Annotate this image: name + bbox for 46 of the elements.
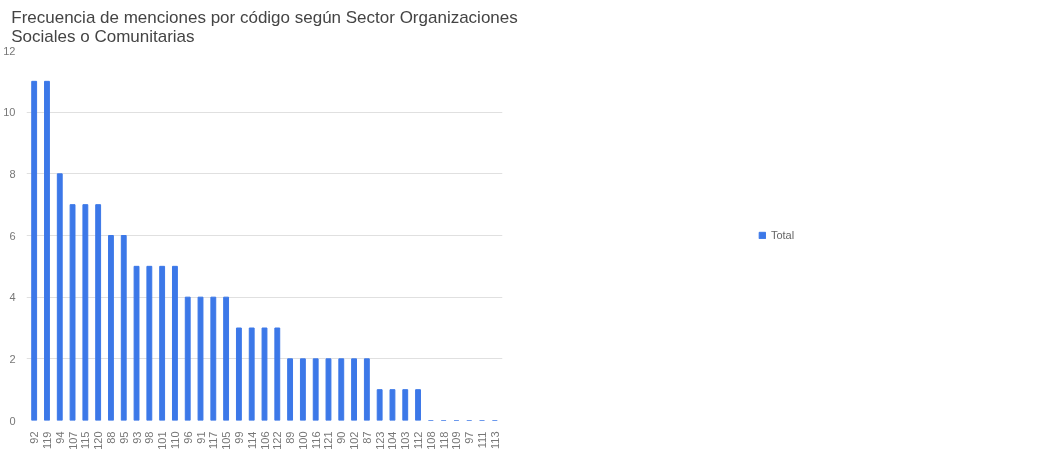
y-tick-label: 4 <box>9 291 16 304</box>
x-tick-label: 93 <box>130 431 143 444</box>
x-tick-label: 115 <box>79 431 92 450</box>
y-tick-label: 10 <box>3 106 16 119</box>
x-tick-label: 123 <box>373 431 386 450</box>
x-tick-label: 116 <box>309 431 322 450</box>
x-tick-label: 87 <box>360 431 373 444</box>
x-tick-label: 122 <box>271 431 284 450</box>
x-tick-label: 119 <box>40 431 53 450</box>
x-tick-label: 96 <box>181 431 194 444</box>
x-tick-label: 95 <box>117 431 130 444</box>
x-tick-label: 113 <box>488 431 501 450</box>
x-tick-label: 94 <box>53 431 66 444</box>
x-tick-label: 111 <box>476 431 489 449</box>
x-tick-label: 121 <box>322 431 335 450</box>
x-tick-label: 107 <box>66 431 79 450</box>
x-tick-label: 90 <box>335 431 348 444</box>
x-tick-label: 108 <box>424 431 437 450</box>
y-tick-label: 8 <box>9 167 16 180</box>
x-tick-label: 106 <box>258 431 271 450</box>
y-tick-label: 6 <box>9 229 16 242</box>
x-tick-label: 98 <box>143 431 156 444</box>
x-tick-label: 102 <box>348 431 361 450</box>
x-tick-label: 89 <box>284 431 297 444</box>
y-tick-label: 12 <box>3 44 16 57</box>
x-tick-label: 110 <box>168 431 181 450</box>
x-tick-label: 117 <box>207 431 220 450</box>
x-tick-label: 114 <box>245 431 258 450</box>
x-tick-label: 101 <box>156 431 169 450</box>
x-tick-label: 105 <box>220 431 233 450</box>
x-tick-label: 100 <box>296 431 309 450</box>
x-tick-label: 88 <box>104 431 117 444</box>
x-tick-label: 103 <box>399 431 412 450</box>
x-tick-label: 99 <box>232 431 245 444</box>
chart-title: Frecuencia de menciones por código según Sector Organizaciones Sociales o Comunitarias <box>11 7 518 46</box>
x-tick-label: 120 <box>92 431 105 450</box>
y-tick-label: 2 <box>9 352 16 365</box>
x-tick-label: 112 <box>412 431 425 450</box>
legend-label: Total <box>770 229 795 241</box>
x-tick-label: 92 <box>28 431 41 444</box>
x-tick-label: 118 <box>437 431 450 450</box>
x-tick-label: 91 <box>194 431 207 444</box>
x-tick-label: 97 <box>463 431 476 444</box>
x-tick-label: 109 <box>450 431 463 450</box>
y-tick-label: 0 <box>9 414 16 427</box>
x-tick-label: 104 <box>386 431 399 450</box>
